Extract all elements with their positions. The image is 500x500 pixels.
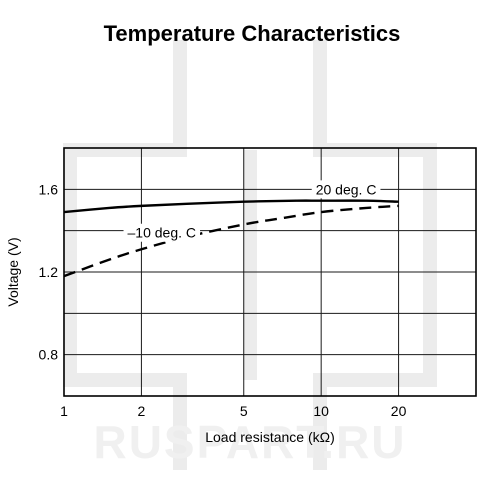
series-layer: 20 deg. C –10 deg. C [63,180,399,278]
x-tick-label: 10 [313,403,329,419]
x-tick-label: 2 [138,403,146,419]
plot-frame [63,147,477,397]
series-label-1: –10 deg. C [128,225,197,241]
series-line-1 [63,204,399,278]
y-tick-label: 1.2 [39,264,59,280]
y-tick-label: 0.8 [39,347,59,363]
series-label-bg [311,180,381,199]
watermark-text: RUSPART.RU [93,416,406,468]
x-tick-label: 1 [60,403,68,419]
y-tick-label: 1.6 [39,181,59,197]
chart-title: Temperature Characteristics [104,21,401,46]
x-axis-label: Load resistance (kΩ) [205,429,335,445]
watermark: RUSPART.RU [63,40,437,470]
x-tick-label: 20 [391,403,407,419]
ticks-layer: 1 2 5 10 20 0.8 1.2 1.6 [39,181,407,419]
x-tick-label: 5 [240,403,248,419]
series-line-0 [63,199,399,214]
y-axis-label: Voltage (V) [5,237,21,306]
series-label-0: 20 deg. C [316,181,377,197]
grid [63,147,477,397]
series-label-bg [123,223,201,242]
